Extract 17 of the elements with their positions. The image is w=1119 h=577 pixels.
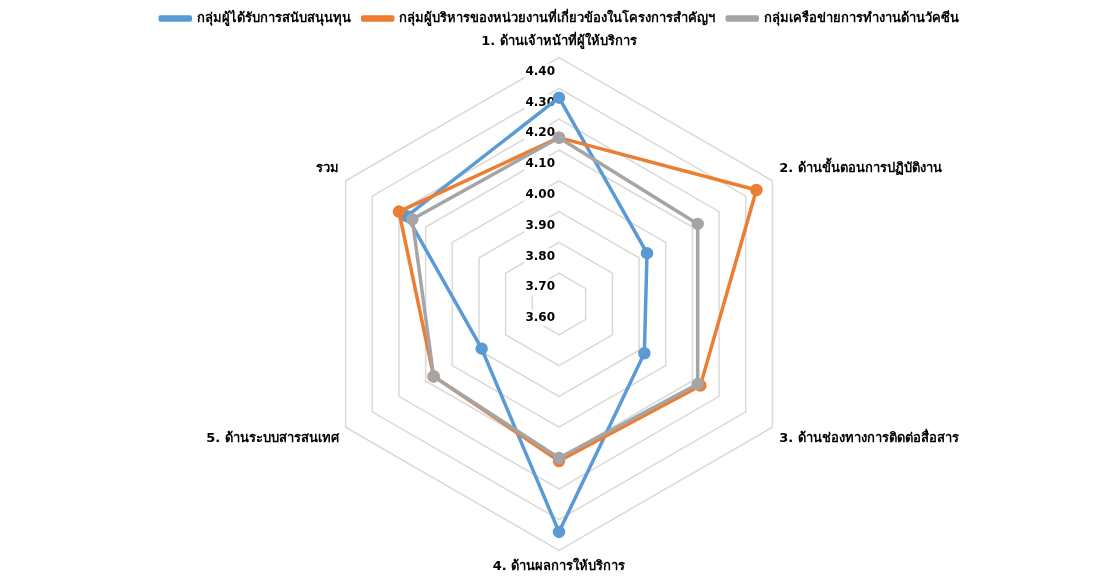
spoke-label: 4. ด้านผลการให้บริการ	[492, 556, 626, 573]
spoke-label: รวม	[315, 160, 339, 176]
spoke-label: 5. ด้านระบบสารสนเทศ	[206, 430, 340, 446]
legend-label: กลุ่มผู้บริหารของหน่วยงานที่เกี่ยวข้องในโครงการสำคัญฯ	[399, 7, 716, 26]
y-tick-label: 3.90	[525, 217, 555, 232]
spoke-label: 2. ด้านขั้นตอนการปฏิบัติงาน	[779, 157, 942, 177]
legend-label: กลุ่มผู้ได้รับการสนับสนุนทุน	[196, 8, 351, 26]
spoke-label: 1. ด้านเจ้าหน้าที่ผู้ให้บริการ	[481, 31, 637, 50]
y-tick-label: 4.20	[525, 125, 555, 140]
y-tick-label: 3.70	[525, 279, 555, 294]
y-tick-label: 3.80	[525, 248, 555, 263]
y-tick-label: 4.00	[525, 186, 555, 201]
legend-label: กลุ่มเครือข่ายการทำงานด้านวัคซีน	[763, 9, 959, 26]
y-tick-label: 3.60	[525, 310, 555, 325]
spoke-label: 3. ด้านช่องทางการติดต่อสื่อสาร	[779, 428, 959, 446]
y-tick-label: 4.40	[525, 63, 555, 78]
y-tick-label: 4.10	[525, 156, 555, 171]
